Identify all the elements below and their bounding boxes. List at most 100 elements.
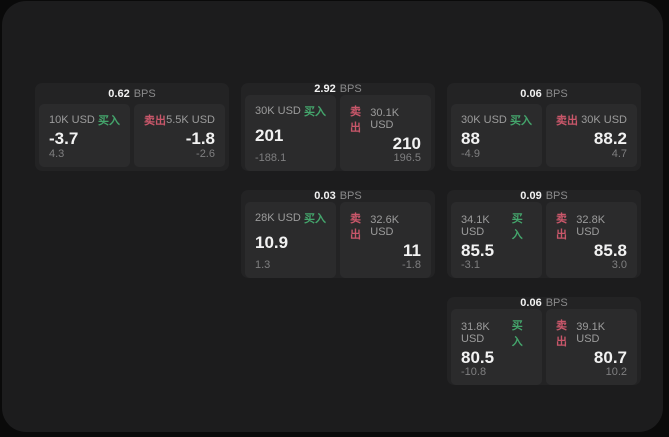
buy-label: 买入 <box>511 213 523 241</box>
sell-quote-value: 11 <box>403 241 421 260</box>
buy-tile[interactable]: 34.1K USD 买入 85.5 -3.1 <box>451 202 542 278</box>
buy-label: 买入 <box>98 115 120 127</box>
buy-delta-value: -4.9 <box>461 148 480 160</box>
sell-tile-top: 卖出 5.5K USD <box>144 112 215 128</box>
buy-tile[interactable]: 10K USD 买入 -3.7 4.3 <box>39 104 130 167</box>
bps-value: 0.62 <box>108 87 130 100</box>
buy-amount: 31.8K USD <box>461 321 490 345</box>
sell-quote-value: 88.2 <box>593 128 627 148</box>
sell-tile[interactable]: 卖出 30.1K USD 210 196.5 <box>340 95 431 171</box>
bps-value: 2.92 <box>314 83 336 95</box>
bps-unit-label: BPS <box>133 87 156 100</box>
sell-label: 卖出 <box>556 320 567 348</box>
quote-card: 2.92 BPS 30K USD 买入 201 -188.1 卖出 30.1K … <box>241 83 435 171</box>
sell-amount: 30K USD <box>581 114 627 126</box>
bps-value: 0.09 <box>520 190 542 202</box>
sell-amount: 32.8K USD <box>576 214 606 238</box>
buy-amount: 10K USD <box>49 114 95 126</box>
buy-label: 买入 <box>511 320 523 348</box>
sell-delta-value: 196.5 <box>393 152 421 164</box>
sell-tile-top: 卖出 30K USD <box>556 112 627 128</box>
bps-value: 0.06 <box>520 297 542 309</box>
quote-card: 0.03 BPS 28K USD 买入 10.9 1.3 卖出 32.6K US… <box>241 190 435 278</box>
quote-tiles: 31.8K USD 买入 80.5 -10.8 卖出 39.1K USD 80.… <box>451 309 637 385</box>
cards-grid: 0.62 BPS 10K USD 买入 -3.7 4.3 卖出 5.5K USD… <box>35 83 641 385</box>
buy-label: 买入 <box>510 115 532 127</box>
quote-tiles: 34.1K USD 买入 85.5 -3.1 卖出 32.8K USD 85.8… <box>451 202 637 278</box>
card-header: 0.09 BPS <box>451 190 637 202</box>
quote-tiles: 30K USD 买入 88 -4.9 卖出 30K USD 88.2 4.7 <box>451 104 637 167</box>
buy-delta-value: 1.3 <box>255 259 271 271</box>
buy-tile-top: 30K USD 买入 <box>461 112 532 128</box>
buy-tile-top: 28K USD 买入 <box>255 210 326 226</box>
sell-delta-value: -1.8 <box>402 259 421 271</box>
sell-quote-value: 210 <box>392 134 421 153</box>
buy-label: 买入 <box>304 106 326 118</box>
bps-value: 0.03 <box>314 190 336 202</box>
buy-quote-value: 88 <box>461 128 480 148</box>
bps-unit-label: BPS <box>545 297 568 309</box>
buy-quote-value: -3.7 <box>49 128 79 148</box>
card-header: 0.06 BPS <box>451 83 637 104</box>
sell-quote-value: 85.8 <box>593 241 627 260</box>
sell-amount: 32.6K USD <box>370 214 400 238</box>
buy-tile[interactable]: 30K USD 买入 88 -4.9 <box>451 104 542 167</box>
buy-amount: 30K USD <box>255 105 301 117</box>
bps-unit-label: BPS <box>339 83 362 95</box>
bps-unit-label: BPS <box>545 190 568 202</box>
buy-tile-top: 34.1K USD 买入 <box>461 210 532 242</box>
buy-quote-value: 80.5 <box>461 348 495 367</box>
sell-amount: 30.1K USD <box>370 107 400 131</box>
sell-delta-value: 3.0 <box>611 259 627 271</box>
quote-card: 0.06 BPS 30K USD 买入 88 -4.9 卖出 30K USD 8… <box>447 83 641 171</box>
sell-amount: 39.1K USD <box>576 321 606 345</box>
quote-card: 0.06 BPS 31.8K USD 买入 80.5 -10.8 卖出 39.1… <box>447 297 641 385</box>
sell-tile-top: 卖出 39.1K USD <box>556 317 627 349</box>
card-header: 0.62 BPS <box>39 83 225 104</box>
app-window: 0.62 BPS 10K USD 买入 -3.7 4.3 卖出 5.5K USD… <box>2 1 663 432</box>
quote-tiles: 30K USD 买入 201 -188.1 卖出 30.1K USD 210 1… <box>245 95 431 171</box>
buy-amount: 34.1K USD <box>461 214 490 238</box>
buy-tile-top: 30K USD 买入 <box>255 103 326 119</box>
sell-tile[interactable]: 卖出 5.5K USD -1.8 -2.6 <box>134 104 225 167</box>
buy-amount: 30K USD <box>461 114 507 126</box>
sell-amount: 5.5K USD <box>166 114 215 126</box>
sell-tile-top: 卖出 32.8K USD <box>556 210 627 242</box>
sell-label: 卖出 <box>144 115 166 127</box>
buy-delta-value: -10.8 <box>461 366 487 378</box>
buy-delta-value: -3.1 <box>461 259 480 271</box>
buy-quote-value: 201 <box>255 126 284 145</box>
quote-tiles: 10K USD 买入 -3.7 4.3 卖出 5.5K USD -1.8 -2.… <box>39 104 225 167</box>
sell-delta-value: 10.2 <box>605 366 627 378</box>
sell-label: 卖出 <box>350 213 361 241</box>
card-header: 0.06 BPS <box>451 297 637 309</box>
sell-quote-value: -1.8 <box>185 128 215 148</box>
buy-amount: 28K USD <box>255 212 301 224</box>
sell-tile[interactable]: 卖出 39.1K USD 80.7 10.2 <box>546 309 637 385</box>
bps-value: 0.06 <box>520 87 542 100</box>
bps-unit-label: BPS <box>545 87 568 100</box>
buy-tile-top: 31.8K USD 买入 <box>461 317 532 349</box>
buy-delta-value: 4.3 <box>49 148 65 160</box>
buy-quote-value: 85.5 <box>461 241 495 260</box>
buy-tile[interactable]: 30K USD 买入 201 -188.1 <box>245 95 336 171</box>
buy-label: 买入 <box>304 213 326 225</box>
sell-label: 卖出 <box>556 115 578 127</box>
card-header: 2.92 BPS <box>245 83 431 95</box>
sell-tile[interactable]: 卖出 32.8K USD 85.8 3.0 <box>546 202 637 278</box>
buy-tile[interactable]: 31.8K USD 买入 80.5 -10.8 <box>451 309 542 385</box>
bps-unit-label: BPS <box>339 190 362 202</box>
buy-tile-top: 10K USD 买入 <box>49 112 120 128</box>
buy-delta-value: -188.1 <box>255 152 287 164</box>
card-header: 0.03 BPS <box>245 190 431 202</box>
sell-tile[interactable]: 卖出 32.6K USD 11 -1.8 <box>340 202 431 278</box>
buy-quote-value: 10.9 <box>255 233 289 252</box>
quote-card: 0.62 BPS 10K USD 买入 -3.7 4.3 卖出 5.5K USD… <box>35 83 229 171</box>
sell-label: 卖出 <box>350 106 361 134</box>
sell-delta-value: 4.7 <box>611 148 627 160</box>
quote-tiles: 28K USD 买入 10.9 1.3 卖出 32.6K USD 11 -1.8 <box>245 202 431 278</box>
buy-tile[interactable]: 28K USD 买入 10.9 1.3 <box>245 202 336 278</box>
sell-tile[interactable]: 卖出 30K USD 88.2 4.7 <box>546 104 637 167</box>
sell-quote-value: 80.7 <box>593 348 627 367</box>
sell-tile-top: 卖出 30.1K USD <box>350 103 421 135</box>
